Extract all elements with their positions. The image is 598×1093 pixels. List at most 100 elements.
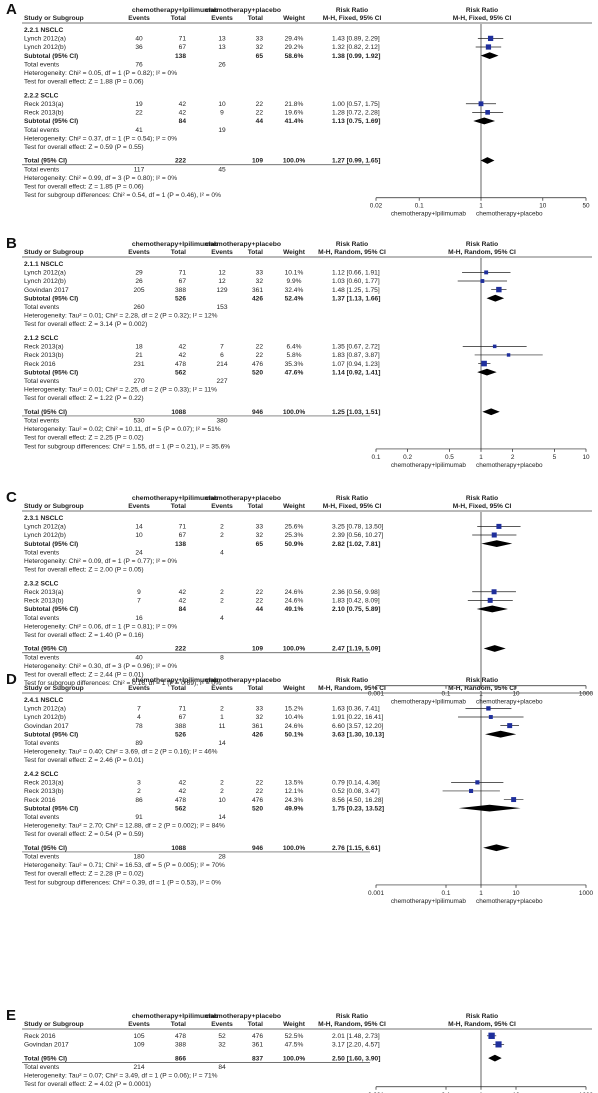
study-label: Reck 2013(b) [24, 788, 64, 795]
subgroup-title: 2.4.2 SCLC [24, 771, 59, 778]
ci-value: 3.17 [2.20, 4.57] [332, 1042, 380, 1049]
total-a-value: 388 [175, 1042, 186, 1049]
total-diamond [483, 645, 506, 652]
x-tick-label: 2 [511, 454, 515, 461]
events-b-header: Events [211, 503, 233, 510]
favours-b-label: chemotherapy+placebo [476, 699, 543, 706]
total-a-value: 84 [179, 118, 187, 125]
total-b-value: 22 [256, 344, 264, 351]
x-tick-label: 0.1 [415, 203, 424, 210]
study-header: Study or Subgroup [24, 1021, 84, 1028]
ci-value: 1.83 [0.87, 3.87] [332, 352, 380, 359]
events-a-value: 10 [135, 532, 143, 539]
summary-line: Test for overall effect: Z = 3.14 (P = 0… [24, 321, 147, 328]
weight-value: 19.6% [285, 110, 304, 117]
total-a-value: 526 [175, 731, 186, 738]
group-a-header: chemotherapy+Ipilimumab [132, 495, 218, 502]
summary-line: Total events [24, 654, 60, 661]
method-header: M-H, Random, 95% CI [318, 685, 386, 692]
panel-letter: D [6, 671, 17, 688]
study-point-marker [506, 353, 511, 357]
total-events-b: 227 [216, 378, 227, 385]
total-a-value: 42 [179, 780, 187, 787]
study-label: Reck 2013(a) [24, 344, 64, 351]
weight-value: 50.1% [285, 731, 304, 738]
weight-value: 15.2% [285, 706, 304, 713]
x-tick-label: 1000 [579, 691, 594, 698]
total-b-header: Total [248, 685, 263, 692]
total-b-value: 65 [256, 541, 264, 548]
total-b-value: 22 [256, 780, 264, 787]
subtotal-label: Subtotal (95% CI) [24, 731, 78, 738]
total-label: Total (95% CI) [24, 158, 67, 165]
summary-line: Total events [24, 304, 60, 311]
study-header: Study or Subgroup [24, 685, 84, 692]
x-tick-label: 0.001 [368, 691, 384, 698]
study-label: Govindan 2017 [24, 1042, 69, 1049]
study-point-marker [487, 35, 494, 42]
study-label: Lynch 2012(b) [24, 532, 66, 539]
weight-header: Weight [283, 503, 306, 510]
events-a-header: Events [128, 1021, 150, 1028]
weight-value: 10.4% [285, 714, 304, 721]
events-b-value: 2 [220, 780, 224, 787]
events-a-value: 105 [133, 1033, 144, 1040]
total-a-header: Total [171, 15, 186, 22]
ci-value: 2.50 [1.60, 3.90] [332, 1055, 380, 1062]
total-b-value: 520 [252, 805, 263, 812]
total-label: Total (95% CI) [24, 1055, 67, 1062]
weight-value: 6.4% [286, 344, 301, 351]
total-a-header: Total [171, 685, 186, 692]
study-point-marker [495, 1041, 502, 1048]
total-b-value: 361 [252, 723, 263, 730]
study-point-marker [480, 279, 485, 283]
total-b-value: 22 [256, 110, 264, 117]
total-b-header: Total [248, 249, 263, 256]
method-plot-header: M-H, Random, 95% CI [448, 685, 516, 692]
method-header: M-H, Fixed, 95% CI [323, 503, 382, 510]
ci-value: 1.13 [0.75, 1.69] [332, 118, 380, 125]
subtotal-label: Subtotal (95% CI) [24, 118, 78, 125]
events-a-value: 9 [137, 589, 141, 596]
x-axis: 0.1 0.2 0.5 1 2 5 10 chemotherapy+Ipilimumab che… [372, 448, 590, 469]
method-header: M-H, Random, 95% CI [318, 1021, 386, 1028]
weight-header: Weight [283, 249, 306, 256]
weight-value: 58.6% [285, 53, 304, 60]
study-point-marker [475, 780, 480, 785]
summary-line: Heterogeneity: Chi² = 0.05, df = 1 (P = … [24, 70, 177, 77]
summary-line: Test for overall effect: Z = 0.59 (P = 0… [24, 144, 144, 151]
study-label: Reck 2016 [24, 1033, 56, 1040]
ci-value: 1.32 [0.82, 2.12] [332, 44, 380, 51]
events-a-value: 29 [135, 270, 143, 277]
ci-value: 2.10 [0.75, 5.89] [332, 606, 380, 613]
study-label: Reck 2013(a) [24, 589, 64, 596]
weight-value: 100.0% [283, 845, 306, 852]
total-events-b: 19 [218, 127, 226, 134]
total-events-b: 8 [220, 654, 224, 661]
weight-header: Weight [283, 15, 306, 22]
x-tick-label: 10 [512, 1092, 520, 1093]
summary-line: Heterogeneity: Chi² = 0.99, df = 3 (P = … [24, 175, 177, 182]
x-tick-label: 0.1 [442, 1092, 451, 1093]
favours-a-label: chemotherapy+Ipilimumab [391, 462, 467, 469]
group-b-header: chemotherapy+placebo [205, 7, 281, 14]
total-events-a: 76 [135, 61, 143, 68]
study-label: Lynch 2012(b) [24, 714, 66, 721]
events-b-value: 2 [220, 589, 224, 596]
summary-line: Total events [24, 418, 60, 425]
weight-value: 100.0% [283, 158, 306, 165]
study-label: Lynch 2012(a) [24, 524, 66, 531]
study-point-marker [496, 286, 502, 293]
weight-value: 25.3% [285, 532, 304, 539]
events-b-value: 2 [220, 706, 224, 713]
summary-line: Total events [24, 549, 60, 556]
total-events-b: 153 [216, 304, 227, 311]
total-b-value: 22 [256, 589, 264, 596]
summary-line: Heterogeneity: Tau² = 0.40; Chi² = 3.69,… [24, 749, 218, 756]
ci-value: 2.47 [1.19, 5.09] [332, 646, 380, 653]
study-label: Reck 2013(a) [24, 780, 64, 787]
risk-ratio-plot-header: Risk Ratio [466, 495, 498, 502]
study-label: Govindan 2017 [24, 723, 69, 730]
total-a-value: 42 [179, 344, 187, 351]
